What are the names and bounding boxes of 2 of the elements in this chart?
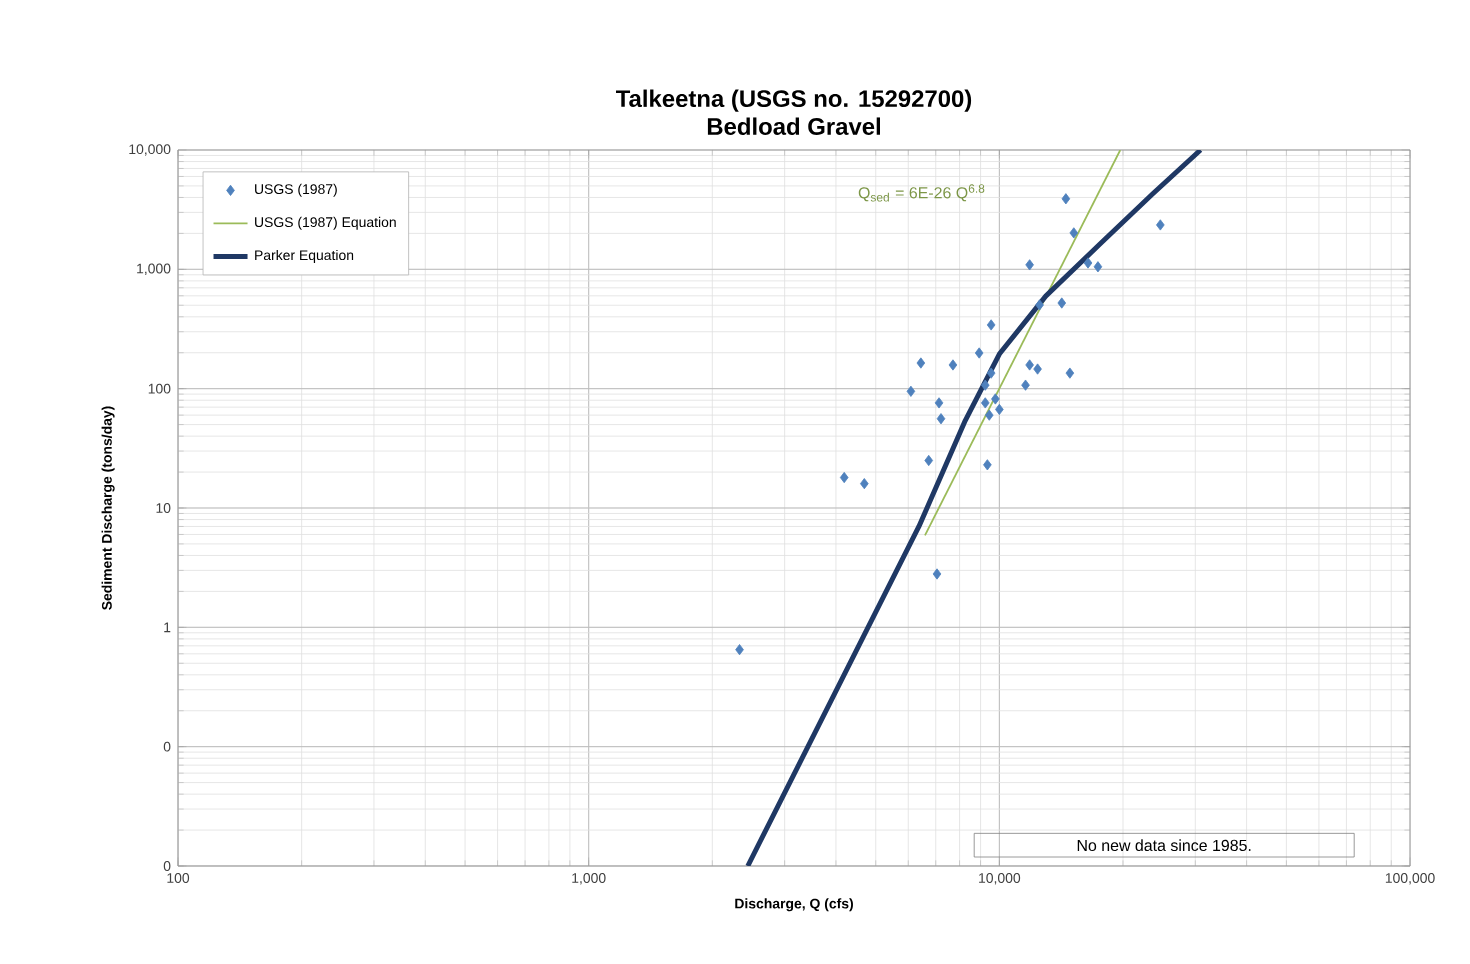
chart-title: Talkeetna (USGS no. 15292700) [616,89,972,112]
chart-subtitle: Bedload Gravel [707,117,880,135]
